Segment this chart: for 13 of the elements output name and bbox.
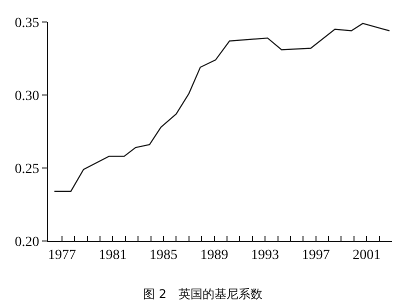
x-tick-label: 1981 [98,248,127,263]
y-tick-label: 0.25 [14,162,40,177]
text: 图 2 英国的基尼系数 [143,287,262,301]
y-tick-label: 0.20 [14,234,40,250]
y-tick-label: 0.30 [14,88,40,104]
x-tick-label: 2001 [352,248,381,263]
x-tick-label: 1977 [48,248,76,263]
line-series [54,22,390,192]
x-tick-label: 1993 [251,248,280,263]
x-tick-label: 1997 [302,248,330,263]
x-tick-label: 1989 [200,248,228,263]
y-tick-label: 0.35 [14,16,40,31]
x-tick-label: 1985 [150,248,178,263]
